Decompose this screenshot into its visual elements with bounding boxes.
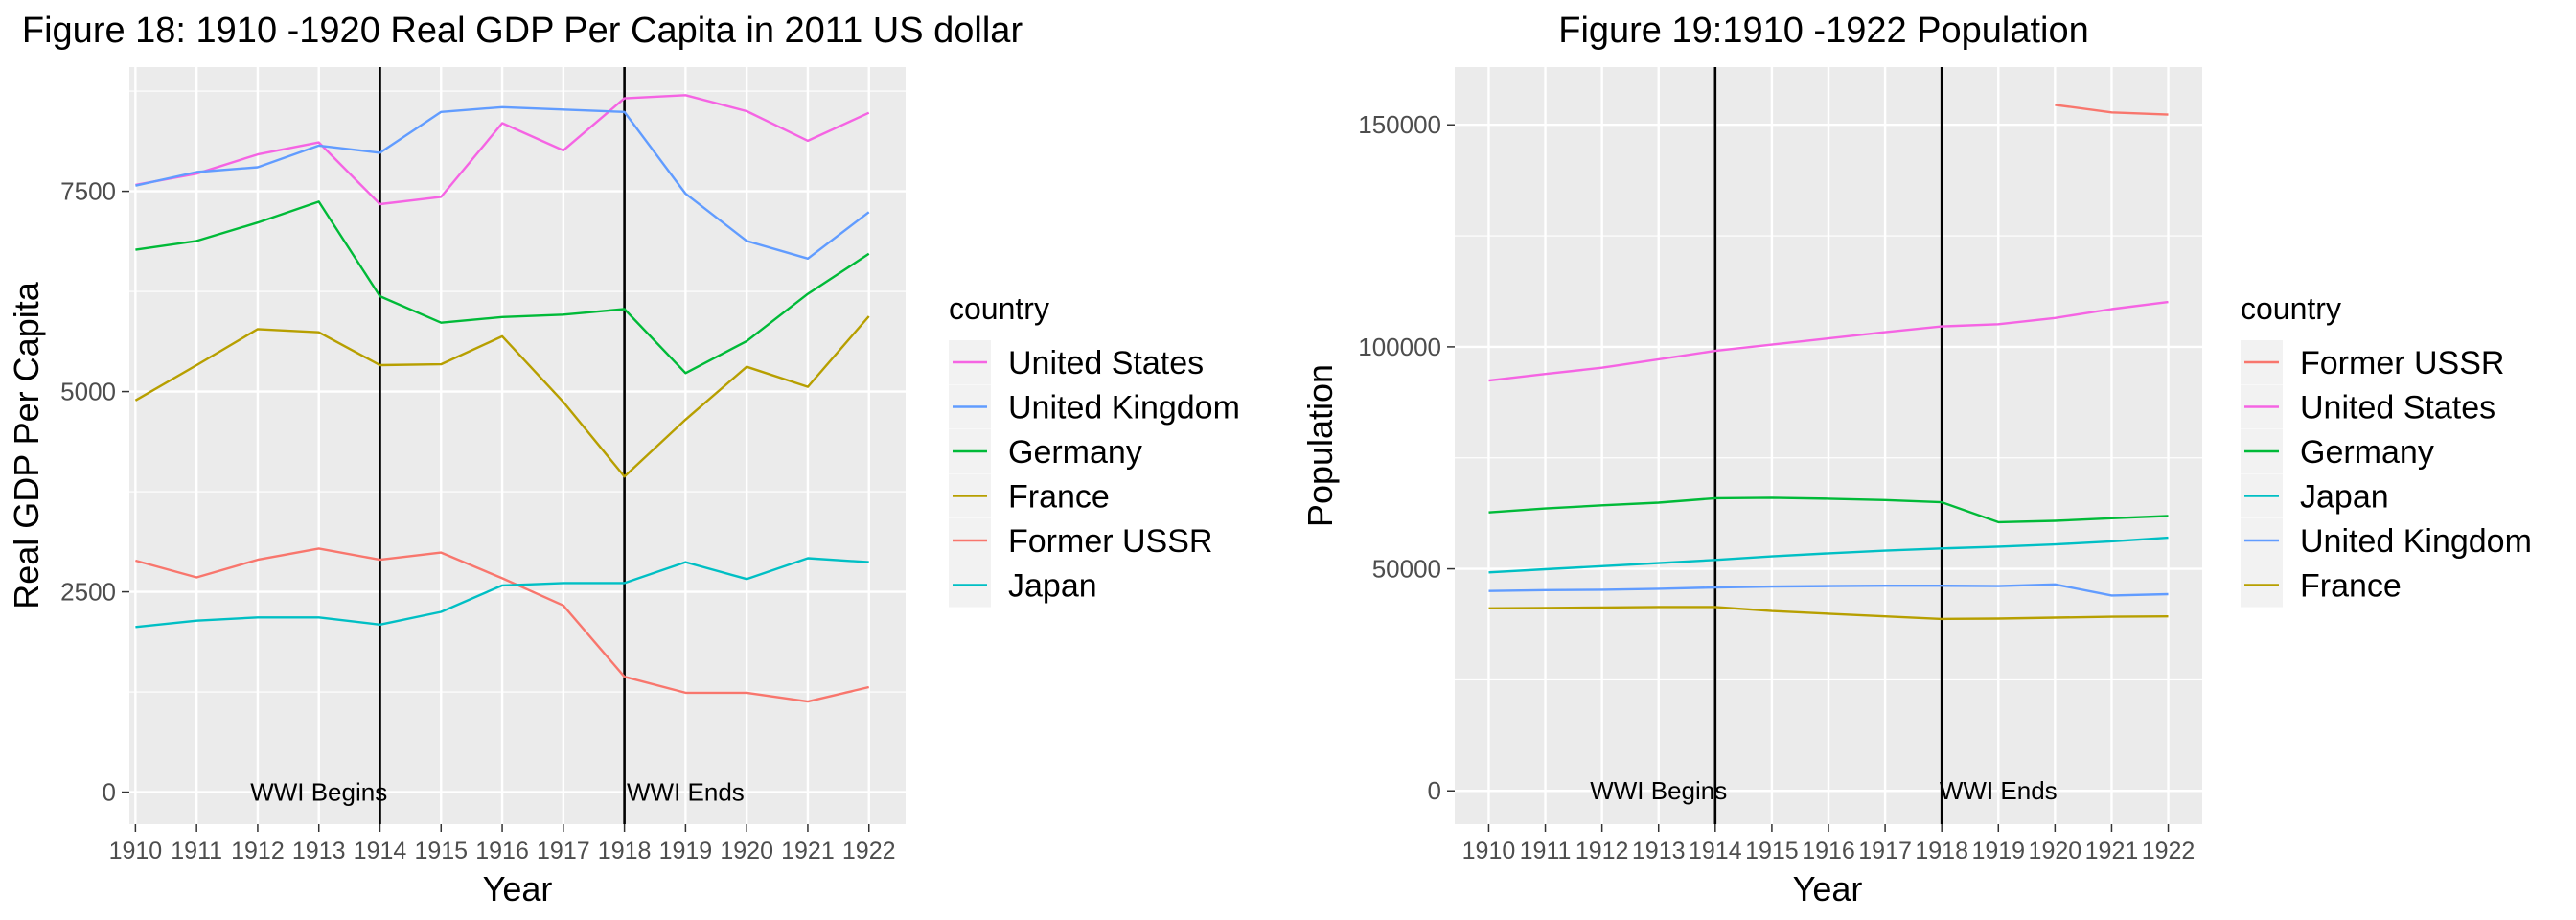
x-tick-label: 1911 — [1520, 838, 1572, 864]
y-tick-label: 100000 — [1358, 333, 1441, 361]
series-line-germany — [135, 200, 870, 375]
series-line-germany — [1488, 496, 2169, 524]
gdp-chart: Figure 18: 1910 -1920 Real GDP Per Capit… — [7, 11, 1240, 908]
legend-item-former-ussr: Former USSR — [2241, 340, 2504, 384]
x-tick-label: 1910 — [109, 838, 163, 864]
x-tick-label: 1918 — [598, 838, 652, 864]
x-tick-label: 1917 — [537, 838, 590, 864]
legend-item-united-kingdom: United Kingdom — [949, 384, 1240, 429]
y-tick-label: 150000 — [1358, 110, 1441, 139]
gdp-y-axis-title: Real GDP Per Capita — [7, 281, 46, 609]
population-chart-title: Figure 19:1910 -1922 Population — [1558, 11, 2089, 51]
population-x-axis: 1910 1911 1912 1913 1914 1915 1916 1917 1918 1919… — [1462, 824, 2196, 864]
legend-label: Former USSR — [2300, 345, 2504, 381]
legend-item-france: France — [949, 473, 1110, 518]
x-tick-label: 1914 — [1689, 838, 1742, 864]
x-tick-label: 1921 — [2085, 838, 2139, 864]
legend-item-united-states: United States — [2241, 384, 2496, 429]
gdp-y-axis: 0 2500 5000 7500 — [60, 177, 129, 807]
x-tick-label: 1912 — [231, 838, 285, 864]
x-tick-label: 1922 — [842, 838, 896, 864]
series-line-france — [1488, 606, 2169, 621]
war-marker-label: WWI Begins — [1590, 776, 1727, 805]
legend-label: United Kingdom — [2300, 523, 2532, 560]
x-tick-label: 1911 — [171, 838, 222, 864]
x-tick-label: 1913 — [292, 838, 346, 864]
population-legend-title: country — [2241, 291, 2341, 326]
x-tick-label: 1917 — [1858, 838, 1912, 864]
series-line-france — [134, 315, 870, 478]
series-line-united-states — [135, 94, 870, 206]
population-series-lines — [1488, 104, 2169, 621]
legend-label: Japan — [1008, 568, 1097, 605]
gdp-x-axis: 1910 1911 1912 1913 1914 1915 1916 1917 1918 1919… — [109, 824, 896, 864]
war-marker-label: WWI Begins — [250, 778, 387, 807]
population-x-axis-title: Year — [1793, 869, 1863, 908]
x-tick-label: 1914 — [354, 838, 407, 864]
x-tick-label: 1921 — [781, 838, 835, 864]
legend-label: United States — [2300, 390, 2496, 426]
population-legend: country Former USSR United States Germany J… — [2241, 291, 2532, 608]
series-line-former-ussr — [135, 547, 869, 703]
series-line-japan — [1488, 536, 2169, 574]
population-y-axis: 0 50000 100000 150000 — [1358, 110, 1455, 805]
y-tick-label: 7500 — [60, 177, 116, 206]
x-tick-label: 1915 — [414, 838, 468, 864]
legend-label: United States — [1008, 345, 1204, 381]
y-tick-label: 50000 — [1372, 555, 1441, 584]
gdp-legend-title: country — [949, 291, 1049, 326]
gdp-chart-title: Figure 18: 1910 -1920 Real GDP Per Capit… — [22, 11, 1024, 51]
legend-label: Japan — [2300, 479, 2389, 516]
war-marker-label: WWI Ends — [1940, 776, 2058, 805]
population-chart: Figure 19:1910 -1922 Population WWI Begi… — [1300, 11, 2532, 908]
x-tick-label: 1918 — [1915, 838, 1968, 864]
x-tick-label: 1919 — [659, 838, 713, 864]
y-tick-label: 0 — [103, 778, 116, 807]
legend-item-united-kingdom: United Kingdom — [2241, 518, 2532, 563]
legend-item-united-states: United States — [949, 340, 1204, 384]
legend-item-france: France — [2241, 563, 2402, 608]
gdp-series-lines — [134, 94, 870, 703]
gdp-legend: country United States United Kingdom Germa… — [949, 291, 1240, 608]
x-tick-label: 1919 — [1971, 838, 2025, 864]
x-tick-label: 1920 — [2029, 838, 2082, 864]
gdp-x-axis-title: Year — [483, 869, 553, 908]
legend-label: Germany — [1008, 434, 1142, 471]
gdp-plot-panel — [129, 67, 906, 824]
legend-label: United Kingdom — [1008, 390, 1240, 426]
series-line-united-kingdom — [1488, 583, 2169, 597]
legend-item-former-ussr: Former USSR — [949, 518, 1212, 563]
x-tick-label: 1916 — [475, 838, 529, 864]
legend-label: Germany — [2300, 434, 2434, 471]
gdp-war-markers: WWI Begins WWI Ends — [250, 67, 745, 824]
legend-label: Former USSR — [1008, 523, 1212, 560]
legend-label: France — [1008, 479, 1110, 516]
legend-label: France — [2300, 568, 2402, 605]
y-tick-label: 5000 — [60, 378, 116, 406]
y-tick-label: 2500 — [60, 578, 116, 607]
x-tick-label: 1913 — [1632, 838, 1686, 864]
x-tick-label: 1916 — [1802, 838, 1855, 864]
x-tick-label: 1922 — [2142, 838, 2196, 864]
series-line-japan — [135, 557, 869, 629]
legend-item-japan: Japan — [949, 563, 1097, 608]
x-tick-label: 1915 — [1745, 838, 1799, 864]
x-tick-label: 1910 — [1462, 838, 1516, 864]
legend-item-germany: Germany — [949, 429, 1142, 473]
x-tick-label: 1920 — [720, 838, 773, 864]
legend-item-germany: Germany — [2241, 429, 2434, 473]
x-tick-label: 1912 — [1576, 838, 1629, 864]
population-war-markers: WWI Begins WWI Ends — [1590, 67, 2058, 824]
series-line-united-kingdom — [135, 105, 870, 260]
series-line-former-ussr — [2055, 104, 2169, 116]
war-marker-label: WWI Ends — [627, 778, 745, 807]
series-line-united-states — [1488, 300, 2169, 382]
population-y-axis-title: Population — [1300, 364, 1340, 527]
legend-item-japan: Japan — [2241, 473, 2389, 518]
y-tick-label: 0 — [1428, 776, 1441, 805]
